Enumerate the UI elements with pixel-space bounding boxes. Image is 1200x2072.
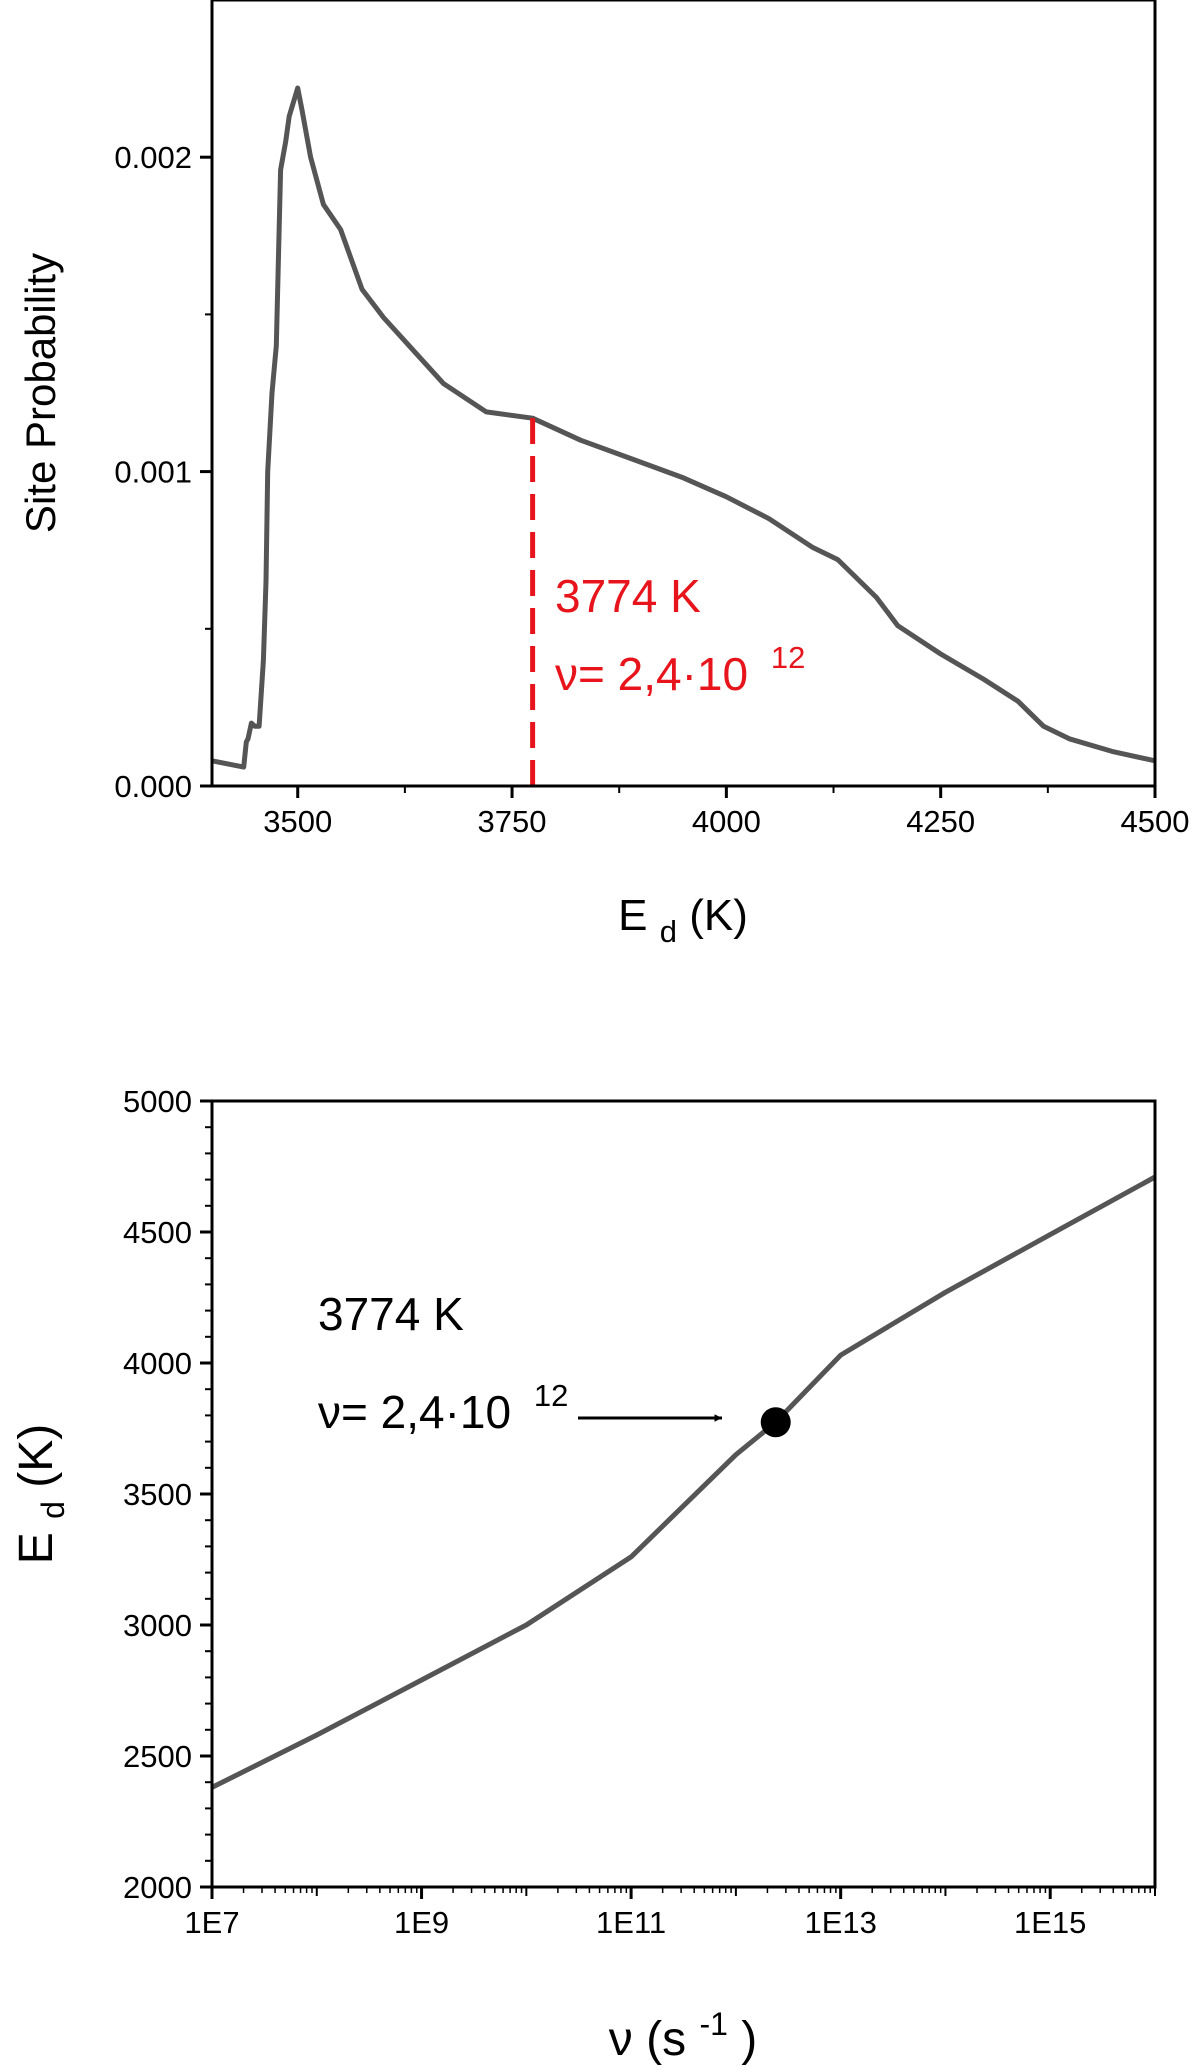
bottom-x-tick-label: 1E9	[394, 1905, 449, 1940]
bottom-y-tick-labels: 2000 2500 3000 3500 4000 4500 5000	[123, 1084, 192, 1905]
top-x-tick-label: 3750	[478, 804, 547, 839]
top-y-tick-label: 0.001	[114, 455, 192, 490]
bottom-x-tick-labels: 1E7 1E9 1E11 1E13 1E15	[184, 1905, 1086, 1940]
bottom-x-axis-title: ν (s -1 )	[609, 1993, 757, 2066]
bottom-y-tick-label: 3500	[123, 1477, 192, 1512]
site-probability-line	[211, 85, 1156, 770]
top-x-tick-label: 3500	[263, 804, 332, 839]
top-y-tick-labels: 0.000 0.001 0.002	[114, 140, 192, 804]
top-annotation-frequency: ν= 2,4·10 12	[555, 640, 805, 700]
energy-vs-frequency-chart: 1E7 1E9 1E11 1E13 1E15 2000 2500 3000 3500 4000 4…	[10, 1084, 1157, 2066]
bottom-annotation-frequency: ν= 2,4·10 12	[318, 1378, 568, 1438]
top-x-axis-title-main: E	[618, 891, 647, 940]
top-y-axis-title: Site Probability	[17, 253, 64, 533]
top-x-axis-title-sub: d	[660, 914, 677, 949]
bottom-x-tick-label: 1E7	[184, 1905, 239, 1940]
top-annotation-energy: 3774 K	[555, 570, 701, 622]
bottom-y-tick-label: 2000	[123, 1870, 192, 1905]
top-x-tick-label: 4250	[906, 804, 975, 839]
bottom-y-tick-label: 4000	[123, 1346, 192, 1381]
top-annotation-frequency-base: ν= 2,4·10	[555, 648, 748, 700]
top-y-tick-label: 0.002	[114, 140, 192, 175]
bottom-annotation-frequency-exponent: 12	[534, 1378, 568, 1413]
energy-frequency-line	[210, 1174, 1157, 1790]
site-probability-chart: 3500 3750 4000 4250 4500 0.000 0.001 0.002 377…	[17, 0, 1189, 952]
bottom-x-tick-label: 1E15	[1014, 1905, 1086, 1940]
bottom-x-axis-title-sup: -1	[699, 2006, 727, 2042]
bottom-y-axis-title-unit: (K)	[10, 1424, 63, 1488]
top-x-axis-title-unit: (K)	[689, 891, 748, 940]
bottom-y-tick-label: 3000	[123, 1608, 192, 1643]
highlight-point	[760, 1407, 791, 1438]
bottom-y-axis-title: E d (K)	[10, 1424, 75, 1564]
bottom-axis-ticks	[200, 1099, 1156, 1899]
top-annotation-frequency-exponent: 12	[771, 640, 805, 675]
bottom-y-axis-title-sub: d	[35, 1501, 71, 1519]
bottom-y-tick-label: 4500	[123, 1215, 192, 1250]
bottom-y-tick-label: 2500	[123, 1739, 192, 1774]
top-x-tick-label: 4500	[1121, 804, 1190, 839]
top-y-tick-label: 0.000	[114, 769, 192, 804]
bottom-x-axis-title-main: ν (s	[609, 2013, 686, 2066]
bottom-x-tick-label: 1E13	[804, 1905, 876, 1940]
bottom-annotation-frequency-base: ν= 2,4·10	[318, 1386, 511, 1438]
bottom-annotation-energy: 3774 K	[318, 1288, 464, 1340]
top-x-tick-labels: 3500 3750 4000 4250 4500	[263, 804, 1189, 839]
bottom-plot-frame	[210, 1099, 1157, 1889]
bottom-x-tick-label: 1E11	[596, 1905, 666, 1940]
top-x-tick-label: 4000	[692, 804, 761, 839]
bottom-y-tick-label: 5000	[123, 1084, 192, 1119]
bottom-x-axis-title-close: )	[741, 2013, 757, 2066]
top-plot-frame	[210, 0, 1157, 788]
top-x-axis-title: E d (K)	[618, 891, 748, 952]
bottom-y-axis-title-main: E	[10, 1532, 63, 1564]
